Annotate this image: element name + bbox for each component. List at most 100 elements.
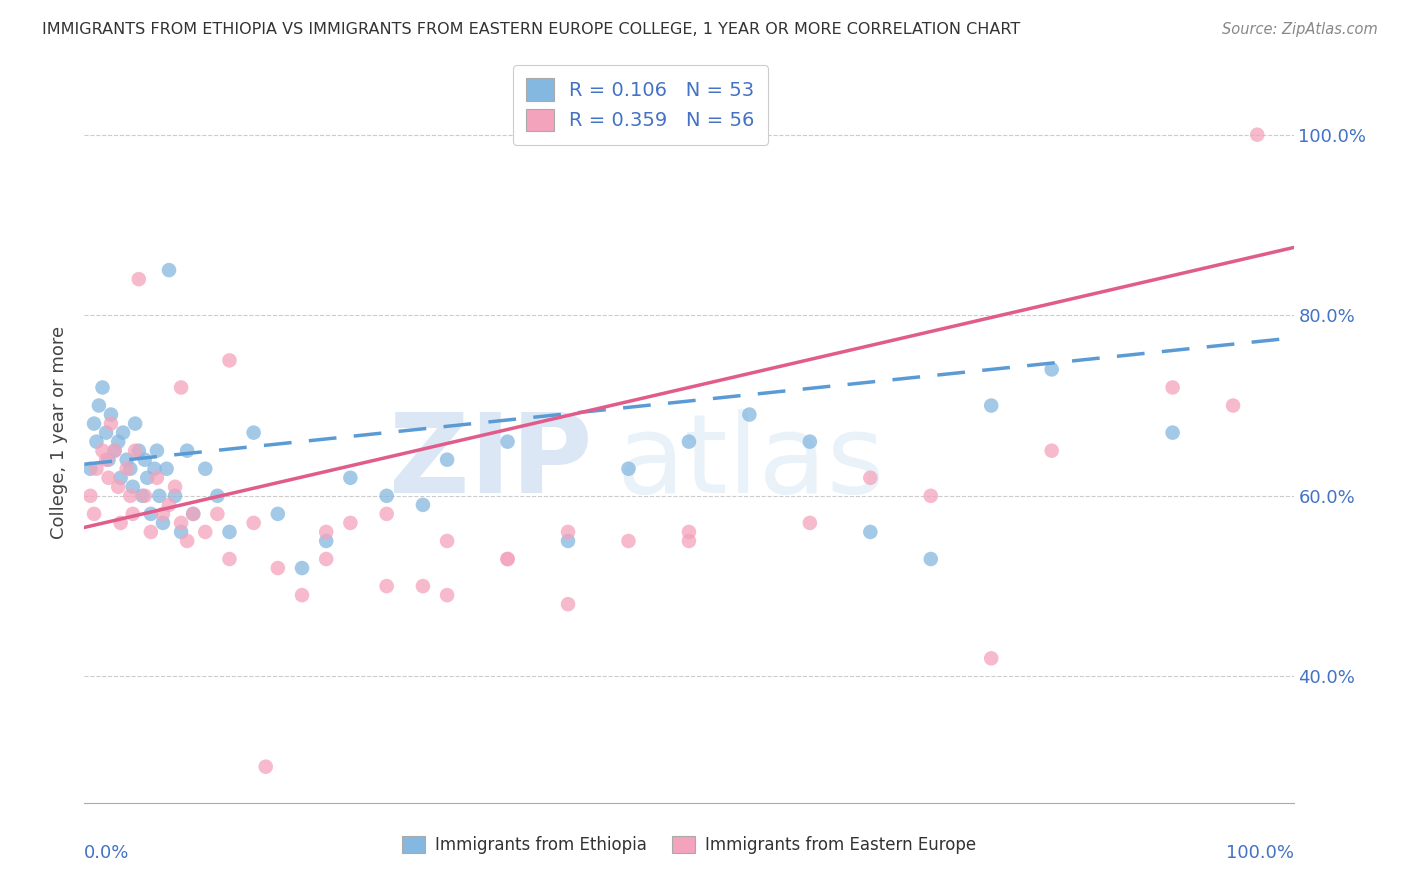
Point [170,380,193,394]
Point [207,507,229,521]
Point [291,561,314,575]
Text: atlas: atlas [616,409,884,516]
Point [557,533,579,548]
Point [152,516,174,530]
Point [617,533,640,548]
Point [86,434,108,449]
Point [375,507,398,521]
Point [799,516,821,530]
Point [136,471,159,485]
Point [181,507,204,521]
Point [859,524,882,539]
Point [242,425,264,440]
Point [242,516,264,530]
Point [146,443,169,458]
Point [79,489,101,503]
Point [176,443,198,458]
Point [110,516,132,530]
Point [194,524,217,539]
Point [980,651,1002,665]
Point [1246,128,1268,142]
Point [104,443,127,458]
Point [94,452,117,467]
Point [218,524,240,539]
Point [134,489,156,503]
Text: 0.0%: 0.0% [84,844,129,862]
Point [79,461,101,475]
Point [155,461,177,475]
Point [1040,362,1063,376]
Point [617,461,640,475]
Point [97,471,120,485]
Point [139,524,162,539]
Point [87,399,110,413]
Point [436,452,458,467]
Point [83,507,105,521]
Point [339,516,361,530]
Point [157,498,180,512]
Point [165,480,187,494]
Point [339,471,361,485]
Point [124,417,146,431]
Point [436,588,458,602]
Point [148,489,170,503]
Point [91,380,114,394]
Point [157,263,180,277]
Text: 100.0%: 100.0% [1226,844,1294,862]
Point [315,524,337,539]
Point [738,408,761,422]
Point [678,533,700,548]
Point [170,516,193,530]
Point [176,533,198,548]
Point [83,417,105,431]
Point [375,579,398,593]
Point [291,588,314,602]
Point [207,489,229,503]
Point [110,471,132,485]
Point [557,524,579,539]
Point [107,434,129,449]
Point [799,434,821,449]
Point [1040,443,1063,458]
Point [165,489,187,503]
Point [218,552,240,566]
Point [496,552,519,566]
Point [412,579,434,593]
Point [107,480,129,494]
Point [678,434,700,449]
Point [436,533,458,548]
Point [315,533,337,548]
Point [678,524,700,539]
Point [91,443,114,458]
Point [128,443,150,458]
Point [496,434,519,449]
Point [139,507,162,521]
Point [267,507,290,521]
Text: ZIP: ZIP [389,409,592,516]
Text: Source: ZipAtlas.com: Source: ZipAtlas.com [1222,22,1378,37]
Point [170,524,193,539]
Point [120,489,142,503]
Point [181,507,204,521]
Point [134,452,156,467]
Point [1222,399,1244,413]
Point [267,561,290,575]
Point [128,272,150,286]
Point [920,552,942,566]
Point [124,443,146,458]
Point [97,452,120,467]
Point [1161,425,1184,440]
Point [980,399,1002,413]
Point [194,461,217,475]
Point [115,461,138,475]
Point [86,461,108,475]
Point [94,425,117,440]
Point [315,552,337,566]
Point [254,760,277,774]
Point [121,507,143,521]
Text: IMMIGRANTS FROM ETHIOPIA VS IMMIGRANTS FROM EASTERN EUROPE COLLEGE, 1 YEAR OR MO: IMMIGRANTS FROM ETHIOPIA VS IMMIGRANTS F… [42,22,1021,37]
Point [218,353,240,368]
Point [1161,380,1184,394]
Point [115,452,138,467]
Point [100,408,122,422]
